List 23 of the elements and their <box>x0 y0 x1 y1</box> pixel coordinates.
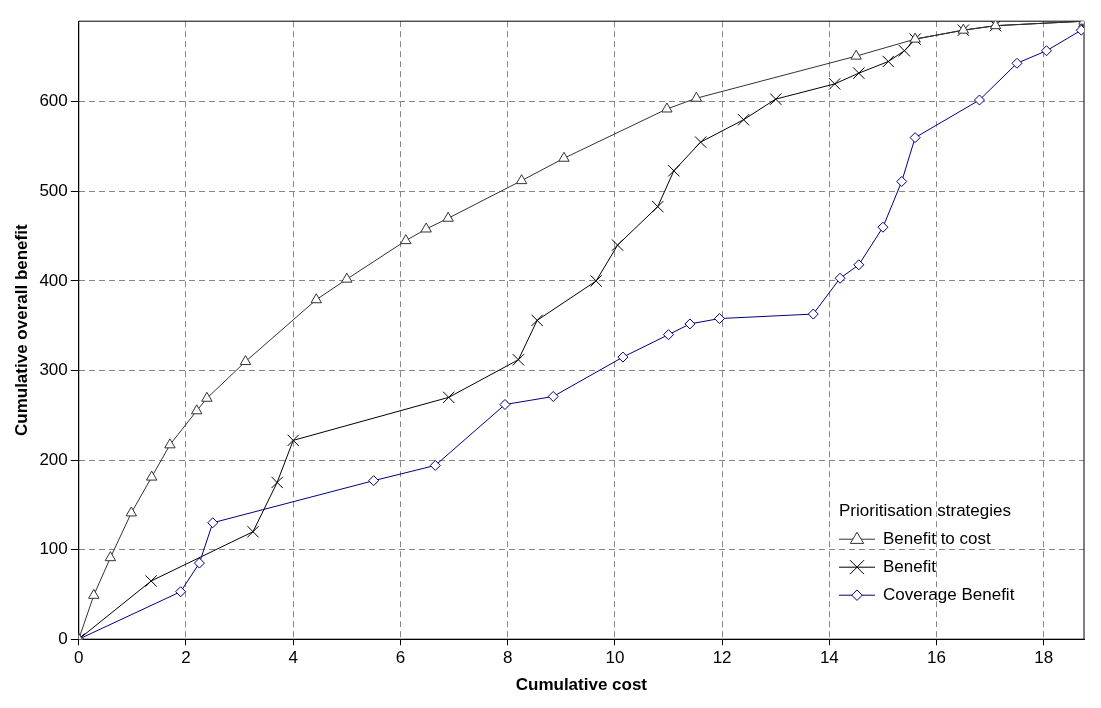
x-tick-label: 16 <box>927 648 947 668</box>
y-tick-label: 600 <box>39 91 68 111</box>
legend-title: Prioritisation strategies <box>839 500 1011 520</box>
y-tick-label: 300 <box>39 360 68 380</box>
y-axis-title: Cumulative overall benefit <box>11 224 31 437</box>
x-tick-label: 18 <box>1034 648 1054 668</box>
x-tick-label: 10 <box>605 648 625 668</box>
x-tick-label: 8 <box>502 648 513 668</box>
x-tick-label: 0 <box>74 648 84 668</box>
y-tick-label: 100 <box>39 539 68 559</box>
legend-label: Benefit to cost <box>883 528 991 548</box>
y-tick-label: 0 <box>58 628 68 648</box>
x-tick-label: 6 <box>395 648 406 668</box>
legend-label: Coverage Benefit <box>883 584 1015 604</box>
y-tick-label: 400 <box>39 270 68 290</box>
y-tick-label: 200 <box>39 449 68 469</box>
legend-label: Benefit <box>883 556 937 576</box>
x-tick-label: 14 <box>819 648 839 668</box>
x-tick-label: 2 <box>181 648 191 668</box>
x-axis-title: Cumulative cost <box>515 675 648 695</box>
x-tick-label: 4 <box>288 648 298 668</box>
y-tick-label: 500 <box>39 181 68 201</box>
x-tick-label: 12 <box>712 648 732 668</box>
